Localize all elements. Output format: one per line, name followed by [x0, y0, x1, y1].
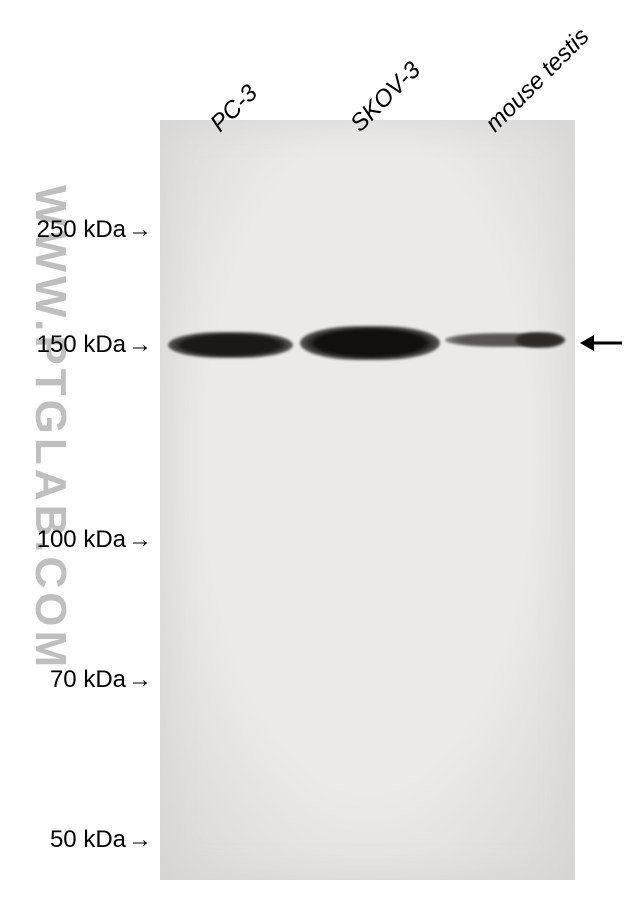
- mw-marker-label: 70 kDa: [50, 666, 126, 693]
- wb-band: [515, 332, 565, 348]
- watermark-text: WWW.PTGLAB.COM: [25, 185, 75, 671]
- arrow-right-icon: →: [128, 666, 152, 693]
- blot-membrane: [160, 120, 575, 880]
- target-band-arrow: [580, 335, 622, 351]
- arrow-head-icon: [580, 335, 594, 351]
- mw-marker-label: 150 kDa: [37, 331, 126, 358]
- wb-band: [168, 332, 293, 358]
- arrow-right-icon: →: [128, 826, 152, 853]
- mw-marker-label: 50 kDa: [50, 826, 126, 853]
- mw-marker: 50 kDa→: [50, 826, 152, 854]
- arrow-right-icon: →: [128, 526, 152, 553]
- mw-marker: 150 kDa→: [37, 331, 152, 359]
- arrow-right-icon: →: [128, 216, 152, 243]
- figure-container: WWW.PTGLAB.COM PC-3SKOV-3mouse testis 25…: [0, 0, 630, 903]
- mw-marker: 250 kDa→: [37, 216, 152, 244]
- mw-marker-label: 100 kDa: [37, 526, 126, 553]
- mw-marker: 100 kDa→: [37, 526, 152, 554]
- mw-marker-label: 250 kDa: [37, 216, 126, 243]
- arrow-right-icon: →: [128, 331, 152, 358]
- mw-marker: 70 kDa→: [50, 666, 152, 694]
- arrow-shaft: [594, 342, 622, 345]
- wb-band: [300, 326, 440, 360]
